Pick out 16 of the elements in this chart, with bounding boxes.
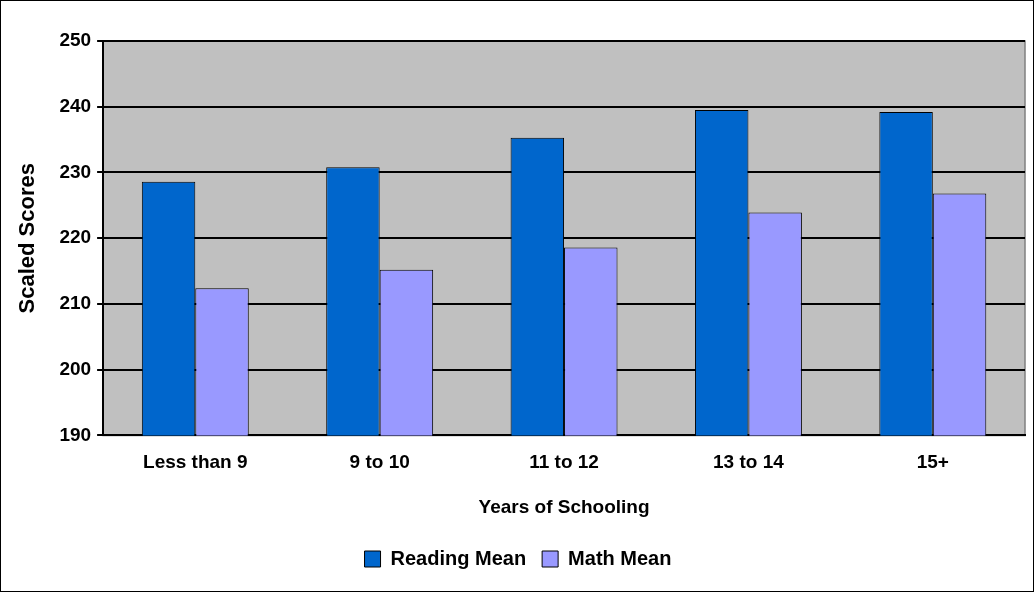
y-tick-label: 200 [59, 357, 92, 379]
y-tick-label: 220 [59, 226, 92, 248]
x-axis-title: Years of Schooling [478, 495, 650, 517]
y-tick-label: 230 [59, 160, 92, 182]
legend-label: Math Mean [568, 546, 672, 569]
y-tick-label: 210 [59, 292, 92, 314]
x-tick-label: 15+ [916, 451, 949, 473]
x-tick-label: 11 to 12 [529, 451, 599, 473]
x-tick-label: Less than 9 [143, 451, 248, 473]
x-tick-label: 13 to 14 [713, 451, 785, 473]
x-tick-label: 9 to 10 [349, 451, 410, 473]
y-tick-label: 250 [59, 29, 92, 51]
y-tick-label: 240 [59, 94, 92, 116]
y-axis-title: Scaled Scores [14, 162, 40, 314]
legend-label: Reading Mean [390, 546, 527, 569]
y-tick-label: 190 [59, 423, 92, 445]
